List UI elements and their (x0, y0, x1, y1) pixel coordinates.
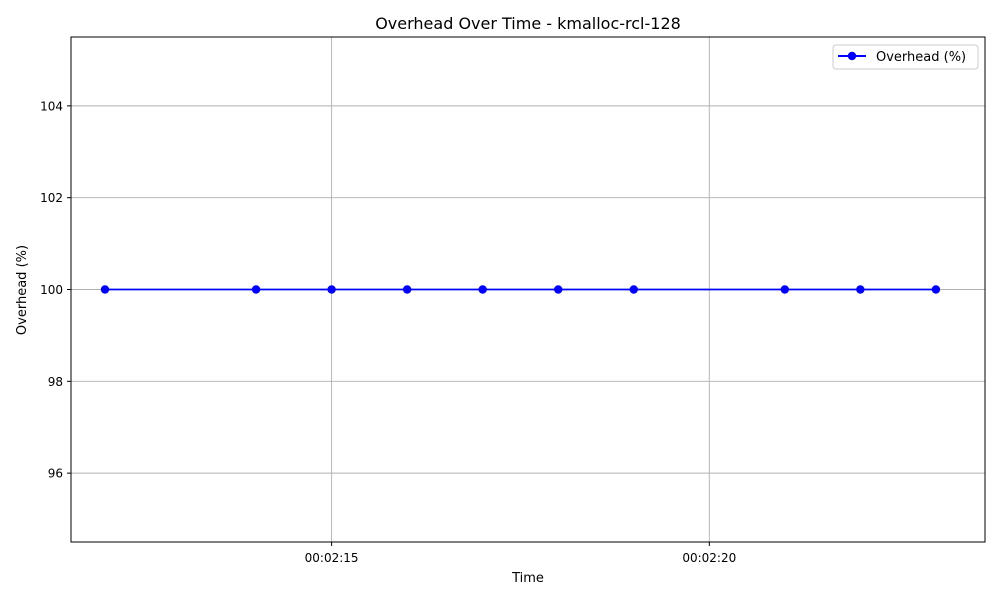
data-point (100, 285, 110, 294)
data-point (554, 285, 563, 294)
y-tick-label: 104 (40, 99, 63, 113)
legend-marker-icon (847, 51, 857, 61)
chart-title: Overhead Over Time - kmalloc-rcl-128 (375, 14, 681, 33)
x-axis-label: Time (511, 571, 544, 586)
x-tick-label: 00:02:20 (682, 551, 736, 565)
data-point (856, 285, 865, 294)
data-point (780, 285, 790, 294)
x-tick-label: 00:02:15 (305, 551, 359, 565)
y-tick-label: 98 (48, 375, 63, 389)
data-point (931, 285, 941, 294)
y-axis-label: Overhead (%) (15, 245, 30, 335)
data-point (402, 285, 412, 294)
legend-label: Overhead (%) (876, 50, 966, 65)
y-tick-label: 100 (40, 283, 63, 297)
data-point (478, 285, 487, 294)
data-point (327, 285, 336, 294)
axis-ticks: 96 98 100 102 104 00:02:15 00:02:20 (40, 99, 736, 565)
series-layer (100, 285, 941, 294)
legend: Overhead (%) (832, 44, 979, 70)
legend-box (832, 44, 979, 70)
data-point (629, 285, 638, 294)
y-tick-label: 102 (40, 191, 63, 205)
y-tick-label: 96 (48, 467, 63, 481)
data-point (251, 285, 261, 294)
